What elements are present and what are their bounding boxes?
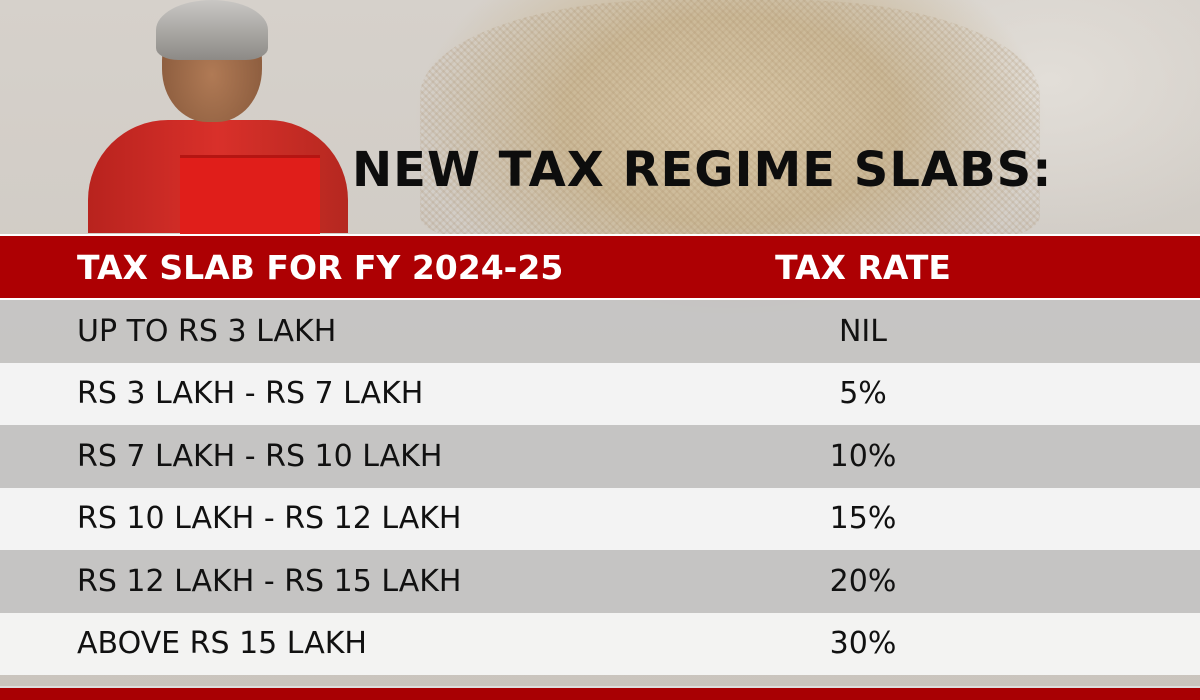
slab-cell: UP TO RS 3 LAKH — [77, 313, 337, 349]
table-row: RS 7 LAKH - RS 10 LAKH 10% — [0, 425, 1200, 488]
rate-cell: 20% — [829, 563, 897, 599]
table-row: RS 12 LAKH - RS 15 LAKH 20% — [0, 550, 1200, 613]
slab-cell: RS 7 LAKH - RS 10 LAKH — [77, 438, 443, 474]
header-tax-slab: TAX SLAB FOR FY 2024-25 — [77, 247, 564, 287]
rate-cell: 10% — [829, 438, 897, 474]
slab-cell: RS 10 LAKH - RS 12 LAKH — [77, 501, 462, 537]
rate-cell: 30% — [829, 626, 897, 662]
tax-slab-table: TAX SLAB FOR FY 2024-25 TAX RATE UP TO R… — [0, 234, 1200, 675]
table-row: RS 3 LAKH - RS 7 LAKH 5% — [0, 362, 1200, 425]
rate-cell: 15% — [829, 501, 897, 537]
page-title: NEW TAX REGIME SLABS: — [352, 142, 1053, 198]
rate-cell: NIL — [838, 313, 887, 349]
slab-cell: RS 12 LAKH - RS 15 LAKH — [77, 563, 462, 599]
table-header: TAX SLAB FOR FY 2024-25 TAX RATE — [0, 234, 1200, 300]
table-row: ABOVE RS 15 LAKH 30% — [0, 612, 1200, 675]
slab-cell: RS 3 LAKH - RS 7 LAKH — [77, 376, 424, 412]
table-row: RS 10 LAKH - RS 12 LAKH 15% — [0, 487, 1200, 550]
rate-cell: 5% — [839, 376, 887, 412]
red-budget-folder — [180, 155, 320, 236]
slab-cell: ABOVE RS 15 LAKH — [77, 626, 367, 662]
hair — [156, 0, 268, 60]
header-tax-rate: TAX RATE — [775, 247, 951, 287]
table-row: UP TO RS 3 LAKH NIL — [0, 300, 1200, 363]
footer-red-bar — [0, 686, 1200, 700]
finance-minister-photo — [80, 0, 355, 236]
money-bag-image — [420, 0, 1040, 240]
